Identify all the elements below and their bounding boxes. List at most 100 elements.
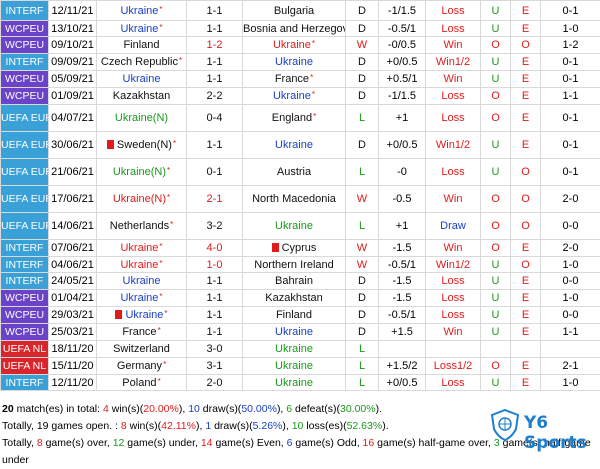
red-card-icon: [107, 140, 114, 149]
home-team-name[interactable]: Ukraine: [120, 23, 158, 35]
handicap-result-cell-text: Loss: [441, 90, 464, 102]
over-under-cell-text: O: [491, 220, 500, 232]
half-time-cell: 0-1: [541, 71, 600, 88]
away-team-name[interactable]: Finland: [276, 309, 312, 321]
handicap-cell-text: -0.5/1: [388, 23, 416, 35]
away-team-name[interactable]: Kazakhstan: [265, 292, 322, 304]
result-cell: D: [346, 71, 379, 88]
half-time-cell: 1-1: [541, 324, 600, 341]
date-cell-text: 01/09/21: [51, 90, 94, 102]
odd-even-cell: E: [511, 375, 541, 391]
score-cell-text: 1-0: [207, 259, 223, 271]
home-team-name[interactable]: Kazakhstan: [113, 90, 170, 102]
away-team-name[interactable]: Ukraine: [273, 39, 311, 51]
half-time-cell-text: 0-0: [563, 220, 579, 232]
date-cell: 29/03/21: [49, 307, 97, 324]
date-cell-text: 14/06/21: [51, 220, 94, 232]
over-under-cell-text: O: [491, 112, 500, 124]
star-marker: *: [310, 73, 313, 82]
away-team-name[interactable]: Austria: [277, 166, 311, 178]
half-time-cell-text: 1-0: [563, 377, 579, 389]
away-team-cell: Ukraine*: [243, 88, 346, 105]
home-team-name[interactable]: Ukraine(N): [115, 112, 168, 124]
over-under-cell-text: U: [492, 23, 500, 35]
away-team-name[interactable]: North Macedonia: [252, 193, 336, 205]
star-marker: *: [167, 166, 170, 175]
half-time-cell: 0-0: [541, 273, 600, 290]
score-cell: 1-2: [187, 37, 243, 54]
away-team-name[interactable]: Cyprus: [282, 242, 317, 254]
away-team-name[interactable]: Bahrain: [275, 275, 313, 287]
home-team-name[interactable]: Germany: [117, 360, 162, 372]
result-cell-text: D: [358, 73, 366, 85]
odd-even-cell: O: [511, 257, 541, 273]
result-cell: L: [346, 159, 379, 186]
home-team-name[interactable]: Ukraine: [123, 73, 161, 85]
away-team-name[interactable]: Ukraine: [275, 56, 313, 68]
date-cell: 07/06/21: [49, 240, 97, 257]
home-team-name[interactable]: Ukraine: [120, 242, 158, 254]
result-cell: D: [346, 21, 379, 37]
away-team-name[interactable]: Northern Ireland: [254, 259, 334, 271]
home-team-name[interactable]: Ukraine: [120, 259, 158, 271]
away-team-name[interactable]: Ukraine: [275, 343, 313, 355]
away-team-name[interactable]: Bosnia and Herzegovina: [243, 23, 346, 35]
home-team-name[interactable]: Sweden(N): [117, 139, 172, 151]
home-team-name[interactable]: Finland: [123, 39, 159, 51]
away-team-name[interactable]: Ukraine: [275, 326, 313, 338]
date-cell-text: 04/06/21: [51, 259, 94, 271]
handicap-cell-text: +0/0.5: [387, 56, 418, 68]
date-cell-text: 21/06/21: [51, 166, 94, 178]
score-cell: 3-2: [187, 213, 243, 240]
result-cell: D: [346, 1, 379, 21]
over-under-cell-text: U: [492, 139, 500, 151]
star-marker: *: [158, 326, 161, 335]
home-team-name[interactable]: Netherlands: [110, 220, 169, 232]
odd-even-cell-text: O: [521, 259, 530, 271]
away-team-name[interactable]: Ukraine: [275, 220, 313, 232]
home-team-name[interactable]: Ukraine: [123, 275, 161, 287]
over-under-cell: U: [481, 290, 511, 307]
handicap-cell: -0/0.5: [379, 37, 426, 54]
league-cell-text: UEFA EURO: [1, 166, 49, 178]
home-team-name[interactable]: Ukraine(N): [113, 193, 166, 205]
odd-even-cell: O: [511, 159, 541, 186]
home-team-name[interactable]: France: [122, 326, 156, 338]
away-team-name[interactable]: Bulgaria: [274, 5, 314, 17]
home-team-name[interactable]: Ukraine(N): [113, 166, 166, 178]
home-team-name[interactable]: Czech Republic: [101, 56, 178, 68]
home-team-name[interactable]: Ukraine: [120, 292, 158, 304]
handicap-cell-text: -1.5: [393, 242, 412, 254]
handicap-result-cell-text: Win: [444, 73, 463, 85]
away-team-name[interactable]: Ukraine: [275, 377, 313, 389]
half-time-cell-text: 0-0: [563, 275, 579, 287]
over-under-cell: U: [481, 21, 511, 37]
date-cell-text: 04/07/21: [51, 112, 94, 124]
over-under-cell-text: O: [491, 242, 500, 254]
home-team-name[interactable]: Switzerland: [113, 343, 170, 355]
score-cell: 1-0: [187, 257, 243, 273]
home-team-name[interactable]: Ukraine: [120, 5, 158, 17]
league-cell: WCPEU: [1, 307, 49, 324]
home-team-name[interactable]: Poland: [122, 377, 156, 389]
away-team-name[interactable]: Ukraine: [275, 360, 313, 372]
result-cell: L: [346, 375, 379, 391]
date-cell: 25/03/21: [49, 324, 97, 341]
odd-even-cell-text: E: [522, 292, 529, 304]
away-team-name[interactable]: France: [275, 73, 309, 85]
league-cell: INTERF: [1, 375, 49, 391]
away-team-name[interactable]: England: [272, 112, 312, 124]
league-cell-text: WCPEU: [5, 292, 44, 304]
score-cell-text: 0-1: [207, 166, 223, 178]
half-time-cell-text: 1-0: [563, 23, 579, 35]
half-time-cell-text: 2-0: [563, 242, 579, 254]
away-team-name[interactable]: Ukraine: [273, 90, 311, 102]
odd-even-cell-text: E: [522, 90, 529, 102]
away-team-name[interactable]: Ukraine: [275, 139, 313, 151]
handicap-cell: -0.5/1: [379, 21, 426, 37]
home-team-name[interactable]: Ukraine: [125, 309, 163, 321]
odd-even-cell-text: O: [521, 193, 530, 205]
half-time-cell-text: 1-1: [563, 326, 579, 338]
handicap-cell: +1.5/2: [379, 358, 426, 375]
